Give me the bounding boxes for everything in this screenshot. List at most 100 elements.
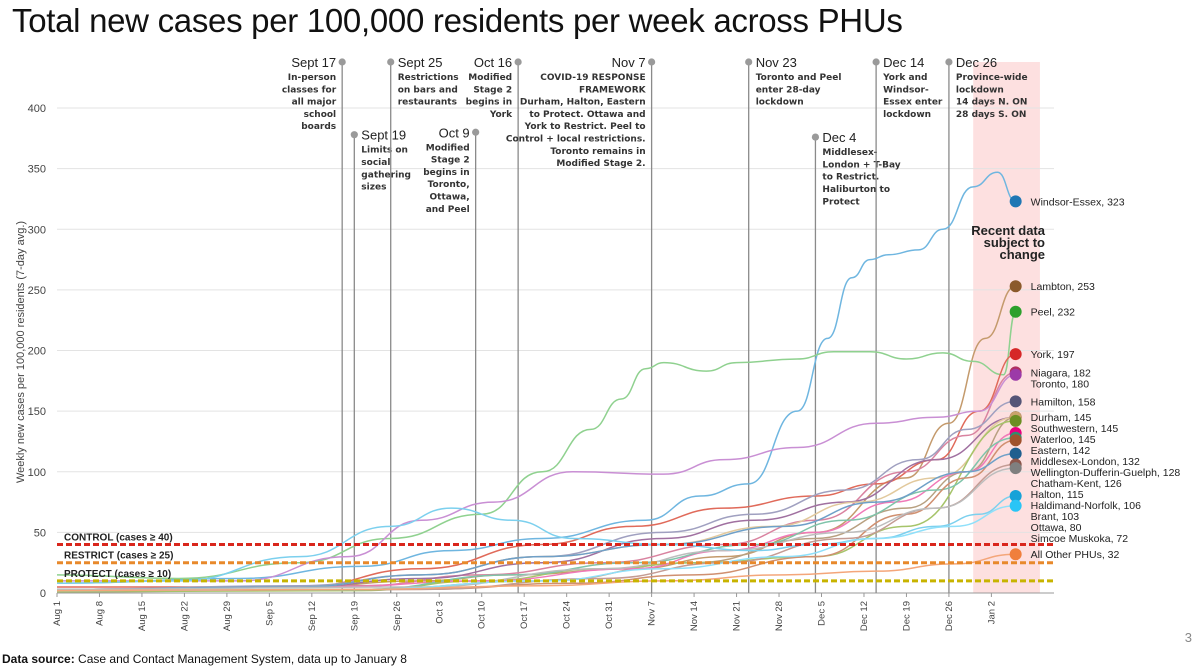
- y-tick-label: 200: [28, 346, 46, 358]
- series-line-middlesex-london: [56, 432, 1016, 591]
- event-marker: [350, 131, 358, 139]
- event-text: 14 days N. ON: [956, 98, 1028, 108]
- event-marker: [872, 58, 880, 66]
- event-text: FRAMEWORK: [579, 85, 647, 95]
- series-end-label: Haldimand-Norfolk, 106: [1031, 500, 1141, 512]
- event-date: Oct 16: [474, 55, 512, 70]
- series-end-dot: [1009, 348, 1022, 361]
- event-text: classes for: [282, 85, 337, 95]
- series-end-label: Ottawa, 80: [1031, 522, 1082, 534]
- event-text: boards: [301, 122, 336, 132]
- x-tick-label: Sep 5: [264, 601, 275, 626]
- event-text: Durham, Halton, Eastern: [520, 98, 646, 108]
- event-date: Sept 17: [291, 55, 336, 70]
- event-date: Nov 23: [756, 55, 797, 70]
- event-marker: [648, 58, 656, 66]
- series-end-label: Toronto, 180: [1031, 378, 1090, 390]
- event-text: Toronto and Peel: [756, 73, 842, 83]
- event-text: lockdown: [883, 110, 931, 120]
- threshold-label: PROTECT (cases ≥ 10): [64, 569, 171, 580]
- event-text: and Peel: [426, 205, 470, 215]
- x-tick-label: Dec 12: [859, 601, 870, 631]
- event-marker: [745, 58, 753, 66]
- series-end-label: Eastern, 142: [1031, 445, 1091, 457]
- event-text: enter 28-day: [756, 85, 821, 95]
- series-line-ottawa: [56, 495, 1016, 585]
- event-date: Sept 19: [361, 128, 406, 143]
- event-text: Modified: [468, 73, 512, 83]
- x-tick-label: Dec 26: [944, 601, 955, 631]
- source-label: Data source:: [2, 652, 75, 666]
- event-text: sizes: [361, 183, 386, 193]
- event-text: York to Restrict. Peel to: [524, 122, 646, 132]
- event-text: lockdown: [756, 98, 804, 108]
- event-text: COVID-19 RESPONSE: [540, 73, 645, 83]
- series-line-york: [56, 353, 1016, 588]
- series-end-label: Wellington-Dufferin-Guelph, 128: [1031, 467, 1181, 479]
- series-end-label: Chatham-Kent, 126: [1031, 478, 1122, 490]
- y-tick-label: 300: [28, 224, 46, 236]
- x-tick-label: Aug 1: [52, 601, 63, 626]
- event-marker: [811, 133, 820, 141]
- x-tick-label: Nov 7: [647, 601, 658, 626]
- event-text: Limits on: [361, 146, 408, 156]
- y-axis-label: Weekly new cases per 100,000 residents (…: [15, 221, 27, 483]
- event-marker: [945, 58, 953, 66]
- event-date: Dec 26: [956, 55, 997, 70]
- series-end-dot: [1009, 499, 1022, 512]
- event-text: Stage 2: [473, 85, 512, 95]
- x-tick-label: Aug 8: [94, 601, 105, 626]
- threshold-label: RESTRICT (cases ≥ 25): [64, 551, 173, 562]
- event-text: begins in: [466, 98, 512, 108]
- series-line-toronto: [57, 374, 1016, 582]
- series-end-dot: [1009, 434, 1022, 447]
- x-tick-label: Oct 24: [562, 601, 573, 629]
- event-text: Stage 2: [431, 156, 470, 166]
- y-tick-label: 250: [28, 285, 46, 297]
- series-end-label: Halton, 115: [1031, 489, 1084, 501]
- series-end-label: Simcoe Muskoka, 72: [1031, 533, 1129, 545]
- event-text: Toronto,: [428, 180, 470, 190]
- series-end-dot: [1009, 195, 1022, 208]
- x-tick-label: Oct 10: [477, 601, 488, 629]
- x-tick-label: Oct 17: [519, 601, 530, 629]
- series-end-dot: [1009, 305, 1022, 318]
- series-line-windsor-essex: [56, 171, 1016, 585]
- series-end-label: Peel, 232: [1031, 307, 1076, 319]
- threshold-label: CONTROL (cases ≥ 40): [64, 533, 173, 544]
- event-text: In-person: [288, 73, 336, 83]
- event-text: Essex enter: [883, 98, 943, 108]
- y-tick-label: 400: [28, 103, 46, 115]
- y-tick-label: 0: [40, 588, 46, 600]
- event-text: all major: [292, 98, 337, 108]
- event-text: lockdown: [956, 85, 1004, 95]
- event-date: Dec 14: [883, 55, 924, 70]
- y-tick-label: 150: [28, 406, 46, 418]
- series-line-all-other-phus: [56, 553, 1016, 592]
- series-end-dot: [1009, 368, 1022, 381]
- series-end-label: Durham, 145: [1031, 412, 1092, 424]
- x-tick-label: Dec 19: [901, 601, 912, 631]
- event-text: Middlesex-: [822, 148, 877, 158]
- x-tick-label: Jan 2: [986, 601, 997, 624]
- event-text: to Protect. Ottawa and: [529, 110, 645, 120]
- event-text: 28 days S. ON: [956, 110, 1026, 120]
- event-text: Windsor-: [883, 85, 929, 95]
- event-text: restaurants: [398, 98, 457, 108]
- x-tick-label: Aug 29: [222, 601, 233, 631]
- data-source: Data source: Case and Contact Management…: [2, 652, 407, 666]
- series-end-label: York, 197: [1031, 349, 1075, 361]
- series-end-dot: [1009, 280, 1022, 293]
- x-tick-label: Aug 15: [137, 601, 148, 631]
- event-text: social: [361, 158, 390, 168]
- recent-data-region: [973, 62, 1040, 593]
- event-text: to Restrict.: [822, 173, 879, 183]
- event-text: Modified Stage 2.: [556, 159, 645, 169]
- series-end-dot: [1009, 490, 1022, 502]
- series-line-halton: [56, 452, 1016, 591]
- series-end-dot: [1009, 414, 1022, 427]
- y-tick-label: 350: [28, 164, 46, 176]
- series-line-wellington-dufferin-guelph: [56, 437, 1016, 592]
- x-tick-label: Nov 28: [774, 601, 785, 631]
- event-text: Modified: [426, 143, 470, 153]
